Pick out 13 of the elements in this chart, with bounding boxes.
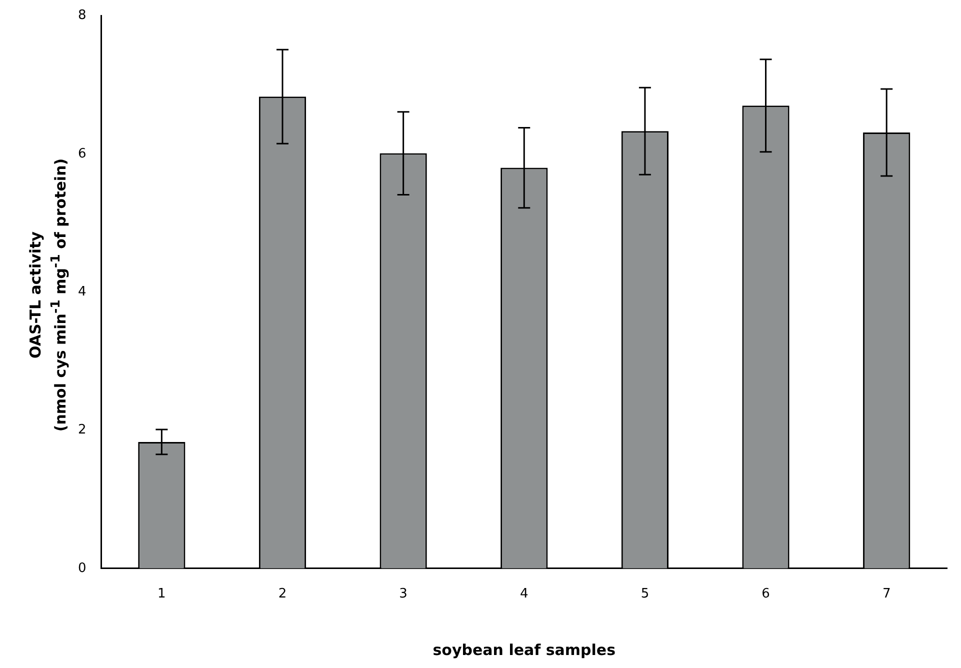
y-tick-label: 2 (78, 422, 86, 438)
x-axis-title: soybean leaf samples (432, 640, 616, 659)
y-tick-label: 6 (78, 146, 86, 162)
y-tick-label: 0 (78, 560, 86, 576)
y-tick-label: 4 (78, 284, 86, 300)
x-tick-label: 7 (882, 586, 891, 602)
x-tick-label: 2 (278, 586, 287, 602)
x-tick-label: 4 (520, 586, 528, 602)
x-tick-label: 3 (399, 586, 408, 602)
x-tick-label: 6 (762, 586, 770, 602)
x-tick-label: 1 (158, 586, 166, 602)
y-tick-label: 8 (78, 8, 86, 24)
x-tick-label: 5 (640, 586, 650, 602)
